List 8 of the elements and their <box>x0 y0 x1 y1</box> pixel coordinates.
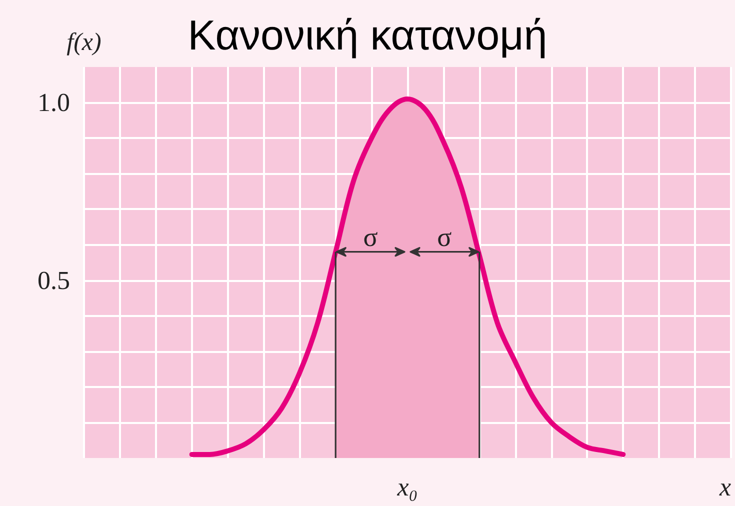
y-tick-label: 1.0 <box>38 88 70 118</box>
chart-title: Κανονική κατανομή <box>188 12 548 58</box>
annotation: σ <box>363 222 378 252</box>
x-tick-label: x₀ <box>396 472 418 502</box>
y-axis-title: f(x) <box>66 29 102 56</box>
y-tick-label: 0.5 <box>38 266 70 295</box>
x-axis-title: x <box>718 472 732 502</box>
annotation: σ <box>437 222 452 252</box>
